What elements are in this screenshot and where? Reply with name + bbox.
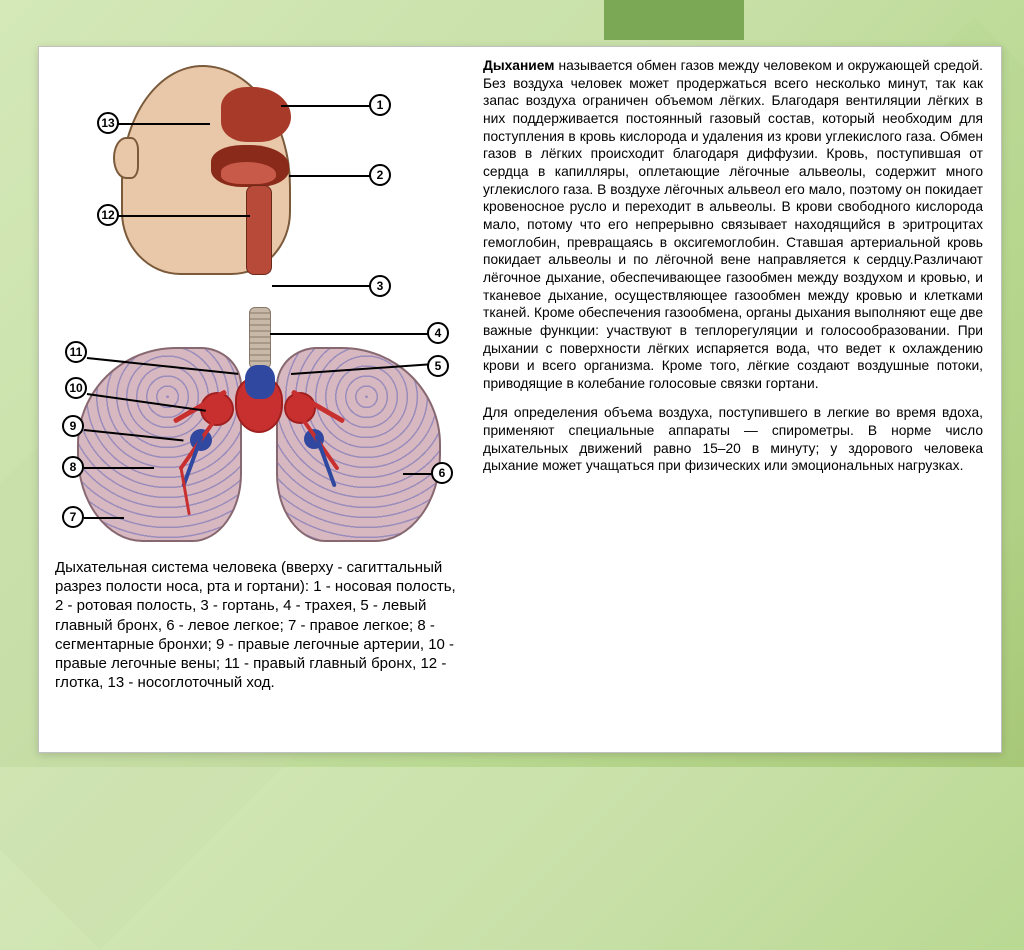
label-badge-8: 8 xyxy=(62,456,84,478)
head-sagittal-section xyxy=(91,57,381,297)
central-vein xyxy=(245,365,275,399)
leader-line xyxy=(272,285,372,287)
label-badge-2: 2 xyxy=(369,164,391,186)
nasal-cavity xyxy=(221,87,291,142)
leader-line xyxy=(281,105,371,107)
label-badge-1: 1 xyxy=(369,94,391,116)
leader-line xyxy=(118,123,210,125)
trachea xyxy=(249,307,271,369)
vascular-pattern xyxy=(79,349,240,540)
lead-word: Дыханием xyxy=(483,58,554,73)
leader-line xyxy=(270,333,430,335)
leader-line xyxy=(403,473,433,475)
pharynx-larynx xyxy=(246,185,272,275)
label-badge-11: 11 xyxy=(65,341,87,363)
vascular-pattern xyxy=(278,349,439,540)
label-badge-4: 4 xyxy=(427,322,449,344)
left-column: 1 2 13 12 3 4 5 6 11 xyxy=(51,57,471,742)
label-badge-5: 5 xyxy=(427,355,449,377)
tongue xyxy=(221,162,276,184)
label-badge-9: 9 xyxy=(62,415,84,437)
label-badge-10: 10 xyxy=(65,377,87,399)
respiratory-diagram: 1 2 13 12 3 4 5 6 11 xyxy=(51,57,471,552)
leader-line xyxy=(118,215,250,217)
right-lung-anatomical xyxy=(77,347,242,542)
main-text-column: Дыханием называется обмен газов между че… xyxy=(471,57,989,742)
paragraph-2: Для определения объема воздуха, поступив… xyxy=(483,404,983,475)
label-badge-7: 7 xyxy=(62,506,84,528)
paragraph-1: Дыханием называется обмен газов между че… xyxy=(483,57,983,392)
label-badge-3: 3 xyxy=(369,275,391,297)
leader-line xyxy=(84,517,124,519)
accent-block xyxy=(604,0,744,40)
left-lung-anatomical xyxy=(276,347,441,542)
leader-line xyxy=(84,467,154,469)
leader-line xyxy=(289,175,371,177)
lungs-section xyxy=(59,307,459,547)
para1-body: называется обмен газов между человеком и… xyxy=(483,58,983,391)
content-card: 1 2 13 12 3 4 5 6 11 xyxy=(38,46,1002,753)
label-badge-13: 13 xyxy=(97,112,119,134)
label-badge-12: 12 xyxy=(97,204,119,226)
label-badge-6: 6 xyxy=(431,462,453,484)
ear xyxy=(113,137,139,179)
diagram-caption: Дыхательная система человека (вверху - с… xyxy=(51,552,471,692)
